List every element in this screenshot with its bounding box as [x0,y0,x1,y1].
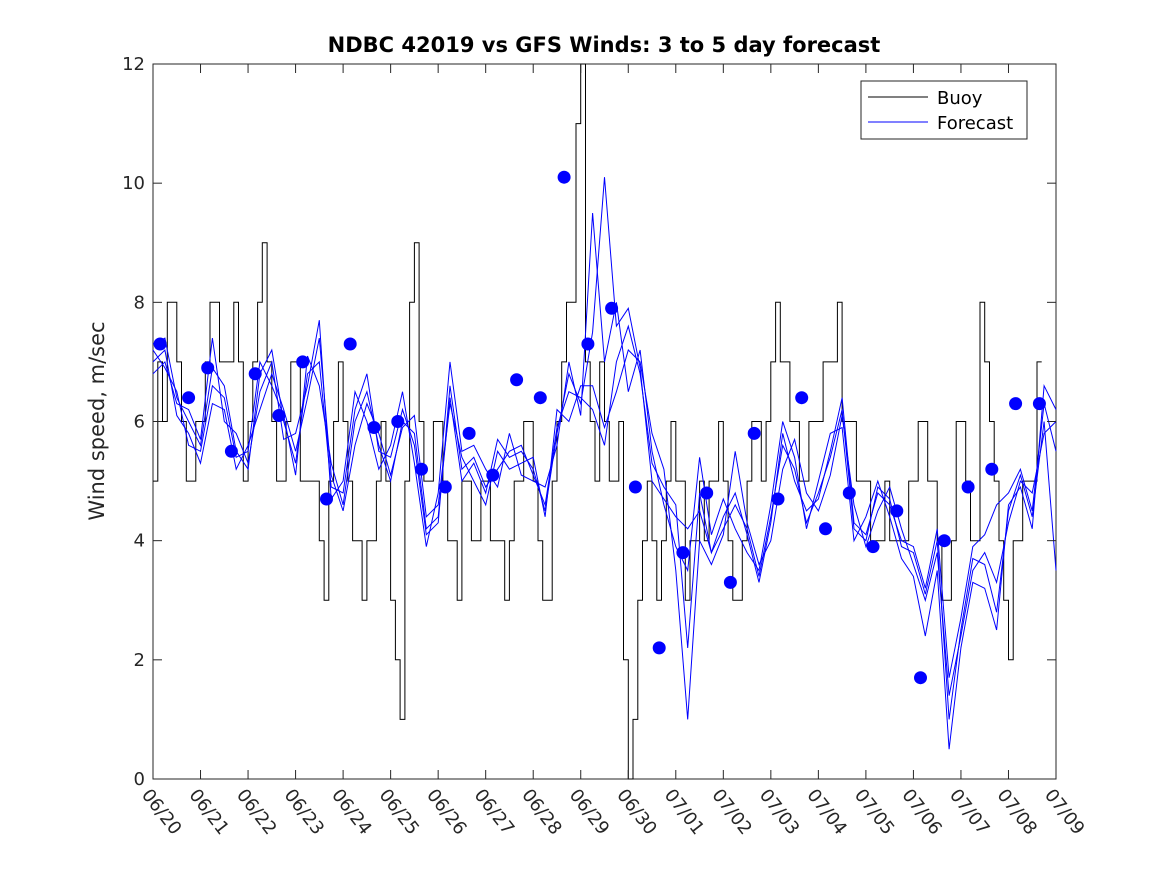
legend-buoy-label: Buoy [937,88,983,109]
forecast-marker [747,426,761,440]
forecast-marker [723,575,737,589]
forecast-marker [795,391,809,405]
y-axis: 0 2 4 6 8 10 12 [122,54,1056,790]
y-tick-label: 2 [134,650,145,671]
forecast-marker [961,480,975,494]
forecast-marker [890,504,904,518]
legend-box [860,80,1028,140]
forecast-marker [1032,397,1046,411]
forecast-marker [676,546,690,560]
plot-area [152,63,1057,780]
forecast-marker [700,486,714,500]
forecast-marker [486,468,500,482]
forecast-marker [985,462,999,476]
forecast-marker [866,540,880,554]
y-tick-label: 0 [134,769,145,790]
forecast-marker [819,522,832,536]
forecast-marker [201,361,215,375]
chart-title: NDBC 42019 vs GFS Winds: 3 to 5 day fore… [328,33,881,57]
forecast-marker [343,337,357,351]
y-tick-label: 10 [122,173,145,194]
forecast-marker [224,444,238,458]
forecast-marker [533,391,547,405]
forecast-marker [581,337,595,351]
forecast-series [152,177,1057,750]
y-tick-label: 8 [134,292,145,313]
forecast-marker [605,301,619,315]
forecast-marker [320,492,333,506]
forecast-marker [182,391,196,405]
forecast-marker [438,480,452,494]
legend: Buoy Forecast [860,80,1028,140]
y-axis-label: Wind speed, m/sec [85,321,109,520]
forecast-marker [914,671,927,685]
forecast-marker [937,534,951,548]
forecast-marker [296,355,310,369]
y-tick-label: 12 [122,54,145,75]
forecast-marker [771,492,785,506]
forecast-marker [415,462,428,476]
forecast-line [152,212,1057,750]
forecast-marker [1009,397,1023,411]
forecast-marker [628,480,642,494]
forecast-marker [391,415,405,428]
y-tick-label: 6 [134,412,145,433]
legend-forecast-label: Forecast [937,113,1013,134]
forecast-line [152,177,1057,720]
forecast-marker [510,373,524,387]
y-tick-label: 4 [134,531,145,552]
forecast-marker [842,486,856,500]
forecast-marker [153,337,167,351]
forecast-marker [367,421,381,434]
forecast-marker [272,409,286,422]
forecast-marker [462,426,476,440]
forecast-marker [652,641,666,655]
forecast-line [152,338,1057,720]
forecast-markers [153,170,1046,685]
forecast-marker [557,170,571,184]
forecast-marker [248,367,262,381]
